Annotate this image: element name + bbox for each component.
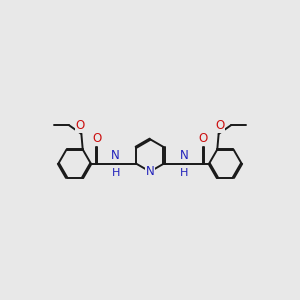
Text: O: O (215, 119, 225, 132)
Text: H: H (112, 168, 120, 178)
Text: N: N (146, 165, 154, 178)
Text: N: N (180, 148, 189, 162)
Text: H: H (180, 168, 188, 178)
Text: O: O (199, 132, 208, 146)
Text: O: O (92, 132, 101, 146)
Text: N: N (111, 148, 120, 162)
Text: O: O (75, 119, 85, 132)
